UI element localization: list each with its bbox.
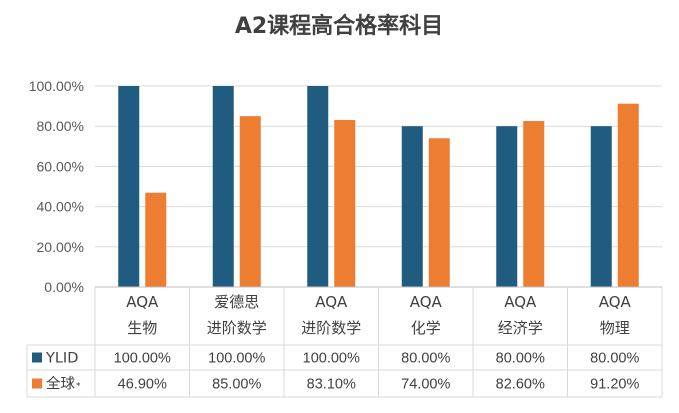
data-label: 82.60% bbox=[496, 377, 545, 393]
legend-label-suffix: * bbox=[76, 382, 81, 392]
bar-ylid bbox=[118, 86, 140, 287]
y-tick-label: 80.00% bbox=[37, 118, 84, 134]
bar-global bbox=[617, 103, 639, 287]
category-label: 爱德思 bbox=[214, 293, 259, 311]
y-tick-label: 100.00% bbox=[29, 78, 84, 94]
category-label: 生物 bbox=[127, 319, 157, 337]
category-label: AQA bbox=[599, 293, 632, 311]
category-label: 化学 bbox=[411, 319, 441, 337]
category-label: 进阶数学 bbox=[207, 319, 267, 337]
y-tick-label: 20.00% bbox=[37, 239, 84, 255]
bar-ylid bbox=[590, 126, 612, 287]
category-label: AQA bbox=[126, 293, 159, 311]
data-label: 74.00% bbox=[401, 377, 450, 393]
y-tick-label: 60.00% bbox=[37, 158, 84, 174]
legend-label: YLID bbox=[45, 351, 78, 367]
category-label: 进阶数学 bbox=[301, 319, 361, 337]
data-label: 46.90% bbox=[118, 377, 167, 393]
bar-global bbox=[334, 119, 356, 288]
y-tick-label: 40.00% bbox=[37, 199, 84, 215]
y-tick-label: 0.00% bbox=[44, 279, 84, 295]
data-label: 80.00% bbox=[401, 351, 450, 367]
category-label: AQA bbox=[410, 293, 443, 311]
bar-ylid bbox=[212, 86, 234, 287]
grid-lines bbox=[95, 85, 662, 248]
y-axis-ticks: 0.00% 20.00% 40.00% 60.00% 80.00% 100.00% bbox=[29, 78, 84, 295]
category-label: AQA bbox=[504, 293, 537, 311]
data-label: 100.00% bbox=[303, 351, 360, 367]
legend-swatch-global bbox=[32, 378, 42, 389]
data-label: 80.00% bbox=[496, 351, 545, 367]
chart-title: A2课程高合格率科目 bbox=[235, 13, 443, 39]
data-label: 80.00% bbox=[590, 351, 639, 367]
bar-global bbox=[145, 192, 167, 287]
bar-global bbox=[523, 120, 545, 287]
bar-global bbox=[239, 116, 261, 288]
bars bbox=[118, 86, 639, 288]
category-label: 物理 bbox=[600, 319, 630, 337]
bar-ylid bbox=[496, 126, 518, 287]
legend-swatch-ylid bbox=[32, 352, 42, 363]
data-label: 91.20% bbox=[590, 377, 639, 393]
data-label: 85.00% bbox=[212, 377, 261, 393]
legend-label: 全球 bbox=[46, 375, 75, 393]
category-label: AQA bbox=[315, 293, 348, 311]
bar-ylid bbox=[307, 86, 329, 287]
data-label: 100.00% bbox=[208, 351, 265, 367]
category-label: 经济学 bbox=[498, 319, 543, 337]
bar-ylid bbox=[401, 126, 423, 287]
bar-global bbox=[428, 138, 450, 287]
data-label: 83.10% bbox=[307, 377, 356, 393]
data-label: 100.00% bbox=[114, 351, 171, 367]
